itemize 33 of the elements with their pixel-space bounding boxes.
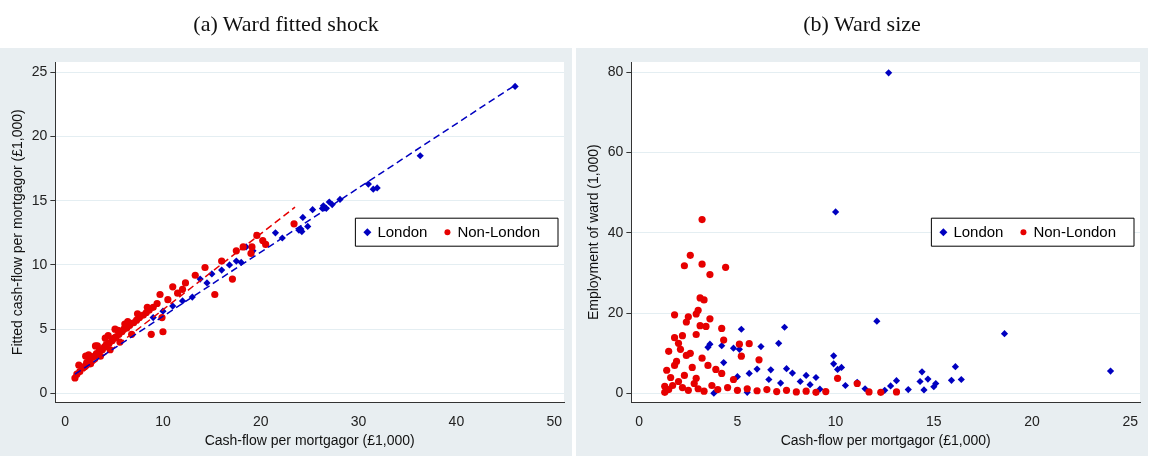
y-tick-label: 40 (607, 223, 624, 240)
legend-label: Non-London (1033, 223, 1117, 241)
x-axis-title: Cash-flow per mortgagor (£1,000) (204, 432, 415, 449)
chart-title: (a) Ward fitted shock (192, 10, 380, 38)
y-tick-label: 0 (615, 384, 624, 401)
y-axis-title: Fitted cash-flow per mortgagor (£1,000) (9, 109, 26, 356)
x-tick-label: 20 (1024, 412, 1040, 429)
x-tick-label: 0 (635, 412, 644, 429)
legend-label: Non-London (457, 223, 541, 241)
y-tick-label: 25 (31, 63, 48, 80)
x-tick-label: 10 (155, 412, 171, 429)
legend-label: London (953, 223, 1004, 241)
x-tick-label: 50 (546, 412, 563, 429)
y-tick-label: 10 (31, 255, 48, 272)
y-tick-label: 20 (31, 127, 48, 144)
y-tick-label: 20 (607, 304, 624, 321)
x-tick-label: 5 (733, 412, 742, 429)
x-tick-label: 10 (827, 412, 844, 429)
chart-title: (b) Ward size (802, 10, 922, 38)
legend-label: London (377, 223, 428, 241)
y-tick-label: 60 (607, 143, 624, 160)
x-tick-label: 25 (1122, 412, 1139, 429)
y-axis-title: Employment of ward (1,000) (585, 144, 602, 321)
y-tick-label: 15 (31, 191, 48, 208)
x-axis-title: Cash-flow per mortgagor (£1,000) (780, 432, 991, 449)
x-tick-label: 40 (448, 412, 465, 429)
x-tick-label: 20 (252, 412, 269, 429)
x-tick-label: 0 (61, 412, 70, 429)
y-tick-label: 80 (607, 62, 624, 79)
x-tick-label: 30 (350, 412, 367, 429)
y-tick-label: 5 (39, 320, 48, 337)
x-tick-label: 15 (926, 412, 942, 429)
y-tick-label: 0 (39, 384, 48, 401)
